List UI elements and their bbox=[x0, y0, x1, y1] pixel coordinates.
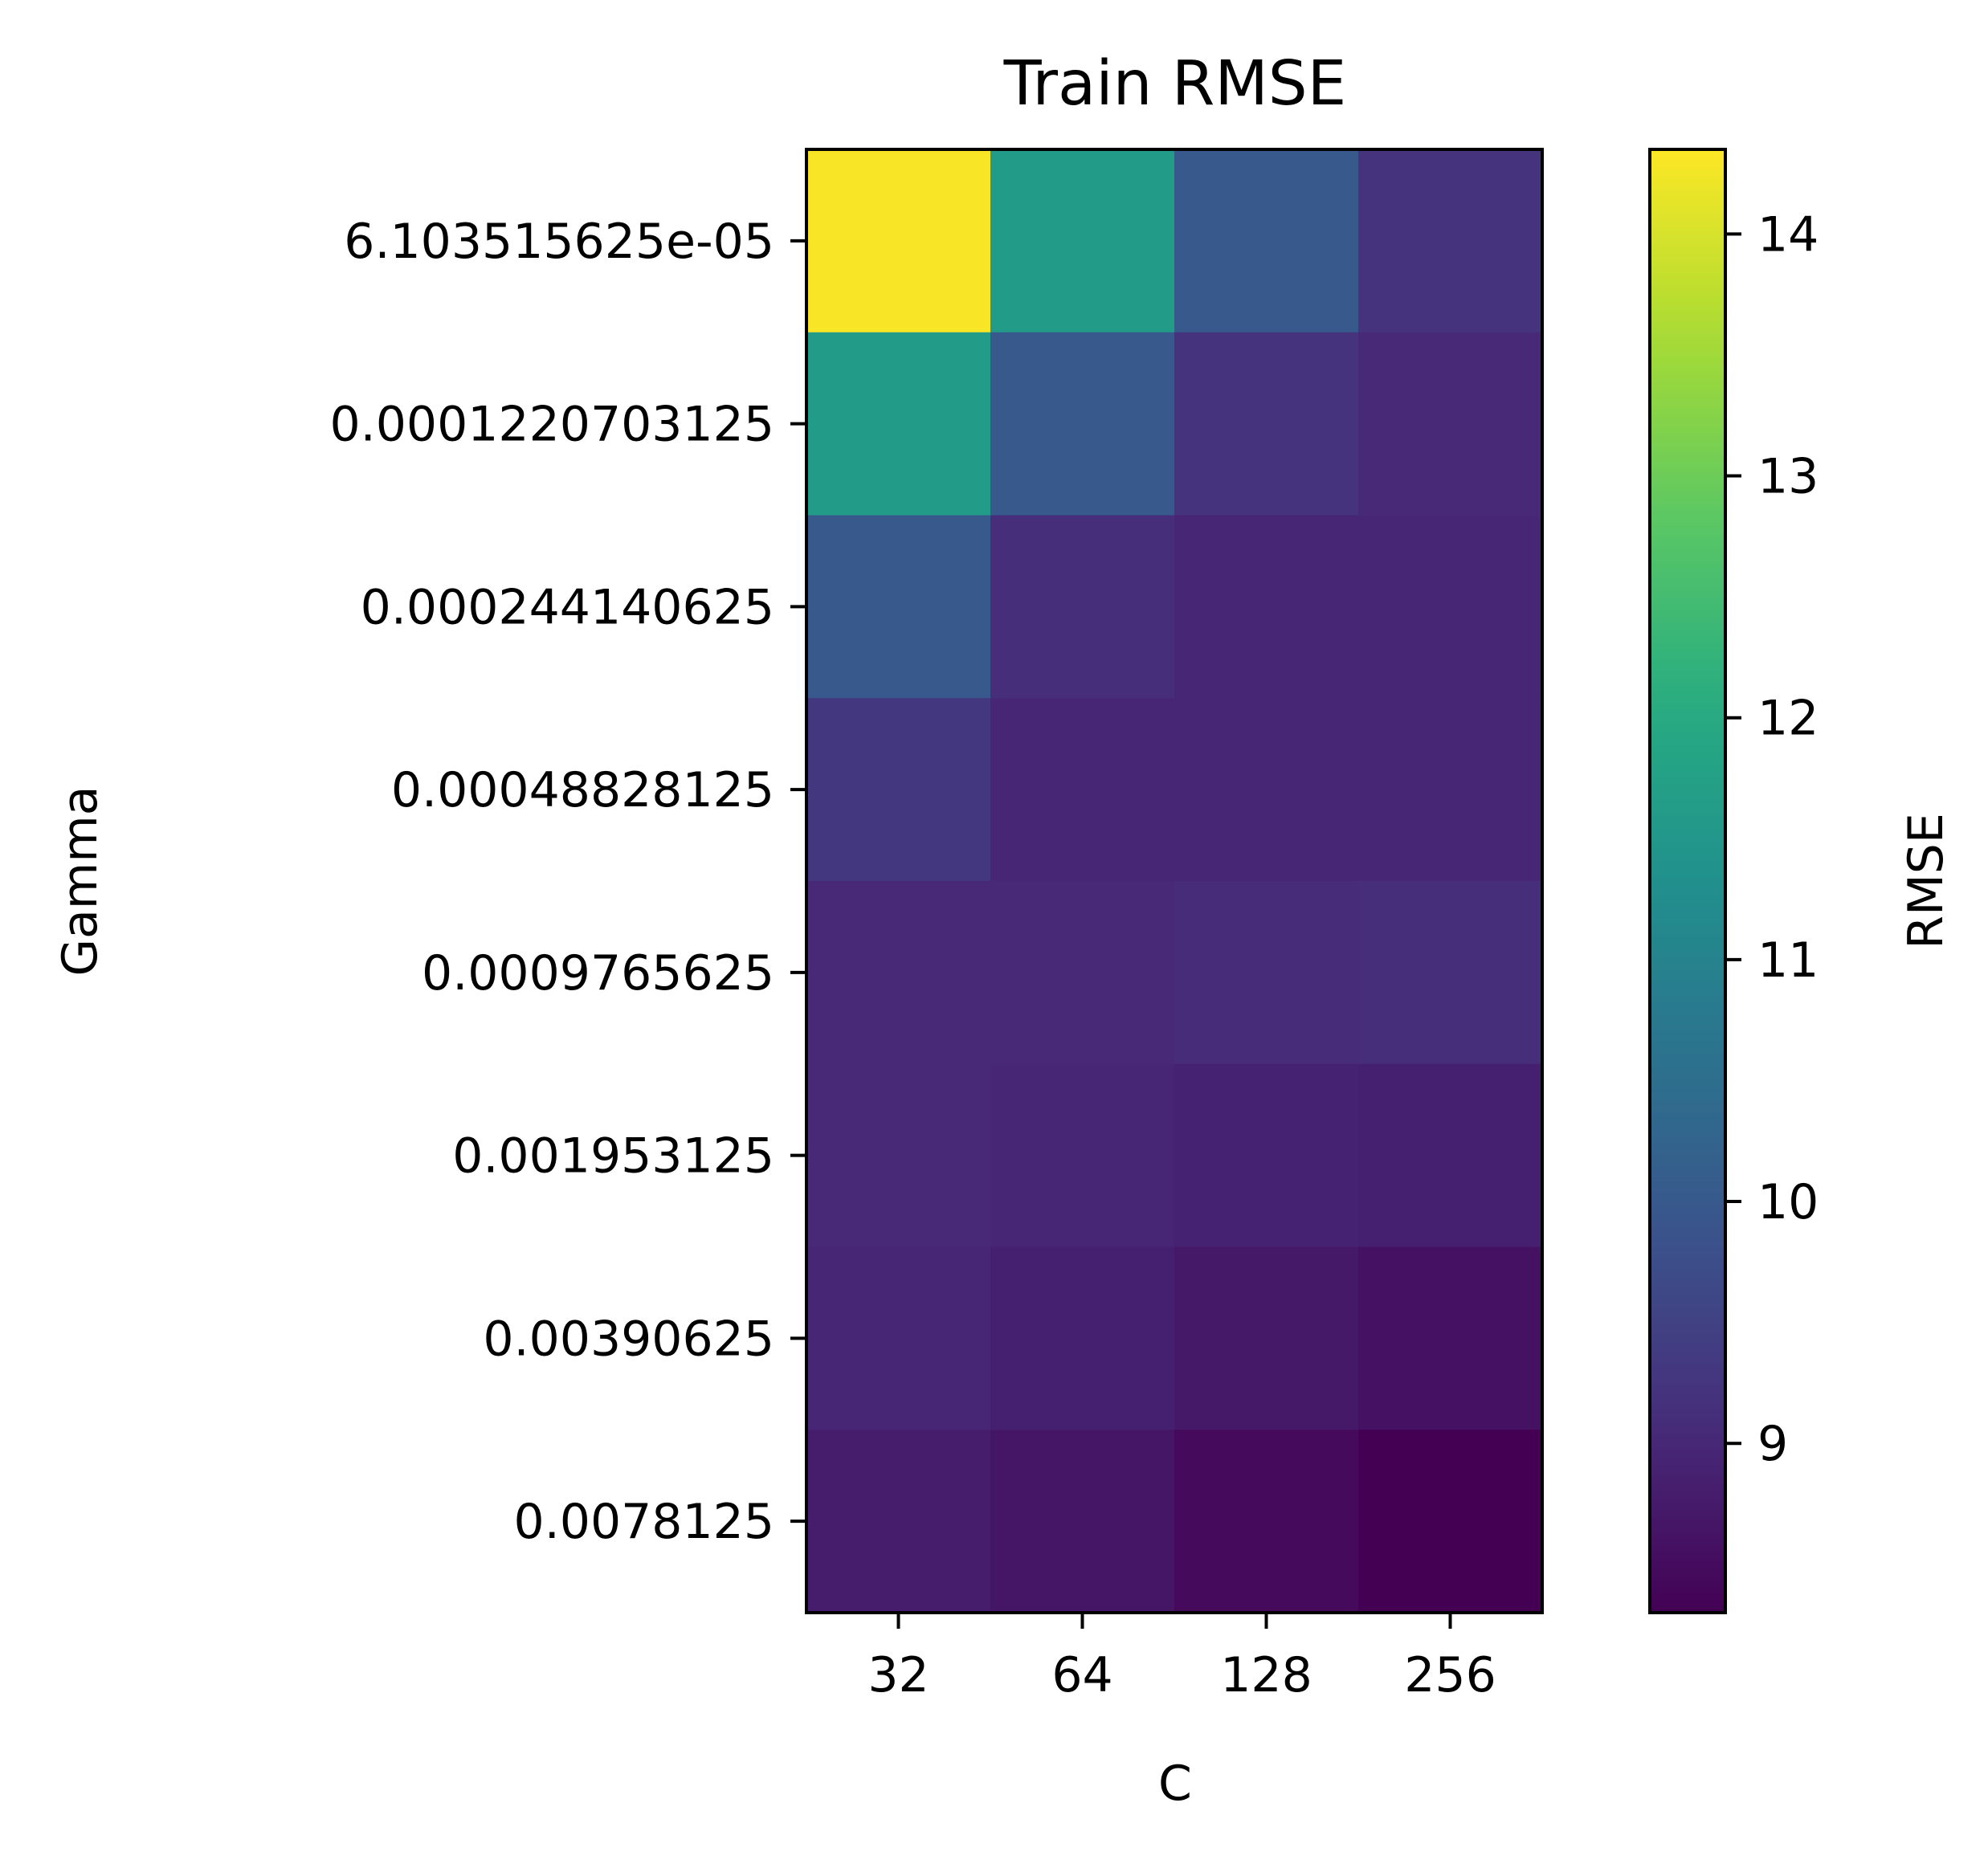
heatmap-cell bbox=[1174, 149, 1359, 333]
colorbar-tick-label: 10 bbox=[1757, 1174, 1819, 1230]
heatmap-cell bbox=[990, 515, 1175, 699]
heatmap-cell bbox=[806, 881, 991, 1065]
colorbar-frame bbox=[1648, 148, 1727, 1614]
heatmap-cell bbox=[990, 1246, 1175, 1430]
heatmap-cell bbox=[1358, 698, 1543, 882]
colorbar bbox=[1650, 149, 1725, 1613]
y-tick-label: 0.0001220703125 bbox=[329, 397, 774, 453]
heatmap-cell bbox=[806, 332, 991, 516]
plot-frame bbox=[805, 148, 1544, 1614]
y-tick-label: 0.00390625 bbox=[483, 1311, 774, 1367]
y-tick-label: 0.000244140625 bbox=[361, 579, 774, 635]
heatmap-cell bbox=[1358, 1246, 1543, 1430]
colorbar-tick-label: 9 bbox=[1757, 1416, 1788, 1472]
heatmap-cell bbox=[1358, 881, 1543, 1065]
x-tick-label: 32 bbox=[867, 1647, 929, 1703]
heatmap-cell bbox=[1174, 881, 1359, 1065]
x-tick-label: 128 bbox=[1220, 1647, 1312, 1703]
colorbar-tick-label: 11 bbox=[1757, 932, 1819, 989]
x-tick-label: 256 bbox=[1404, 1647, 1496, 1703]
heatmap-cell bbox=[1174, 1063, 1359, 1247]
x-tick-label: 64 bbox=[1051, 1647, 1112, 1703]
heatmap-cell bbox=[806, 149, 991, 333]
y-tick-label: 0.00048828125 bbox=[391, 762, 774, 818]
heatmap-cell bbox=[806, 1430, 991, 1613]
y-tick-label: 0.001953125 bbox=[452, 1128, 774, 1185]
y-tick-label: 0.0078125 bbox=[514, 1494, 774, 1550]
heatmap-cell bbox=[990, 698, 1175, 882]
heatmap-cell bbox=[990, 881, 1175, 1065]
colorbar-ticks: 9 10 11 12 13 14 bbox=[1725, 206, 1819, 1472]
colorbar-label: RMSE bbox=[1898, 813, 1954, 948]
colorbar-tick-label: 13 bbox=[1757, 449, 1819, 505]
heatmap-cell bbox=[1174, 515, 1359, 699]
heatmap-cell bbox=[1358, 1063, 1543, 1247]
heatmap-cell bbox=[1358, 149, 1543, 333]
heatmap-cell bbox=[806, 698, 991, 882]
heatmap-cell bbox=[806, 1063, 991, 1247]
heatmap-cell bbox=[1174, 1430, 1359, 1613]
heatmap-cells bbox=[806, 149, 1543, 1613]
heatmap-cell bbox=[1174, 1246, 1359, 1430]
y-tick-label: 0.0009765625 bbox=[422, 945, 774, 1001]
colorbar-tick-label: 14 bbox=[1757, 206, 1819, 263]
x-axis-ticks: 32 64 128 256 bbox=[867, 1613, 1496, 1703]
heatmap-cell bbox=[1358, 332, 1543, 516]
x-axis-label: C bbox=[1158, 1756, 1192, 1812]
heatmap-cell bbox=[990, 332, 1175, 516]
chart-title: Train RMSE bbox=[1003, 48, 1347, 120]
heatmap-cell bbox=[1358, 1430, 1543, 1613]
heatmap-cell bbox=[990, 1430, 1175, 1613]
y-axis-ticks: 6.103515625e-05 0.0001220703125 0.00024414… bbox=[329, 214, 806, 1550]
heatmap-cell bbox=[1174, 698, 1359, 882]
heatmap-cell bbox=[990, 149, 1175, 333]
y-tick-label: 6.103515625e-05 bbox=[344, 214, 774, 270]
heatmap-cell bbox=[806, 515, 991, 699]
colorbar-tick-label: 12 bbox=[1757, 691, 1819, 747]
heatmap-cell bbox=[1174, 332, 1359, 516]
heatmap-cell bbox=[806, 1246, 991, 1430]
y-axis-label: Gamma bbox=[52, 786, 108, 977]
heatmap-cell bbox=[990, 1063, 1175, 1247]
heatmap-cell bbox=[1358, 515, 1543, 699]
